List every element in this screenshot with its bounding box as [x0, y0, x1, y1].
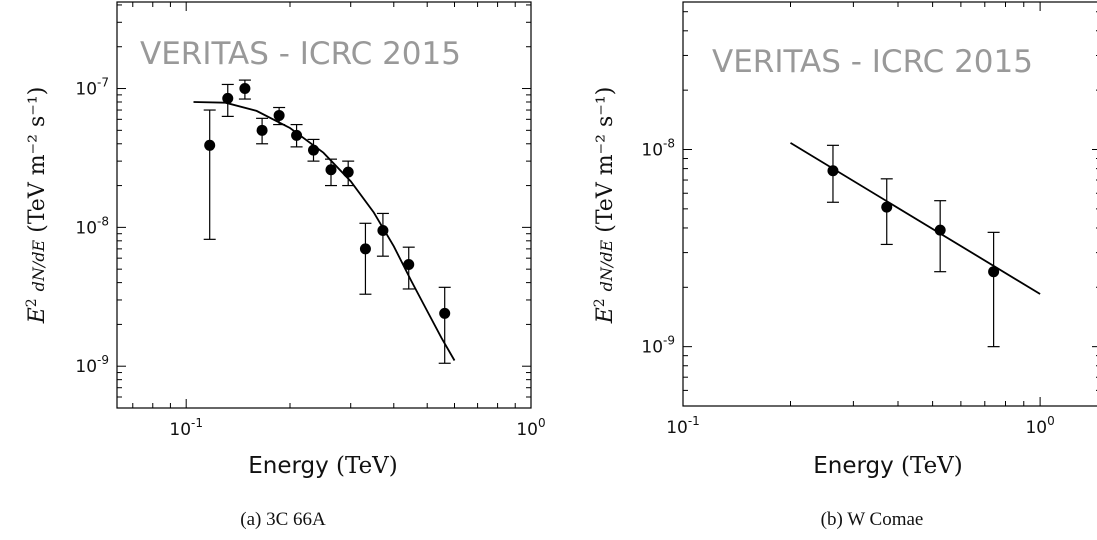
x-axis-label-text: Energy [813, 453, 894, 479]
caption-b: (b) W Comae [821, 509, 924, 530]
y-tick-label: 10-9 [75, 353, 109, 377]
y-axis-label-e: E [593, 307, 618, 324]
x-axis-label-text: Energy [248, 453, 329, 479]
y-axis-label-e: E [25, 307, 50, 324]
point-marker [403, 259, 415, 271]
point-marker [827, 165, 839, 177]
y-axis-label-unit: (TeV m⁻² s⁻¹) [593, 87, 618, 233]
watermark-text: VERITAS - ICRC 2015 [140, 36, 461, 72]
caption-a: (a) 3C 66A [240, 509, 326, 530]
point-marker [273, 109, 285, 121]
x-tick-label: 10-1 [169, 416, 203, 440]
point-marker [881, 201, 893, 213]
data-point [256, 117, 269, 145]
x-tick-label: 100 [1025, 414, 1054, 438]
data-point [880, 178, 893, 246]
point-marker [256, 124, 268, 136]
y-axis-label-unit: (TeV m⁻² s⁻¹) [25, 87, 50, 233]
panel-a: VERITAS - ICRC 2015 10-1 10010-910-810-7 … [24, 1, 546, 530]
x-axis-label-unit: (TeV) [901, 453, 963, 479]
y-tick-label: 10-8 [75, 214, 109, 238]
fit-curve [193, 101, 456, 361]
point-marker [204, 139, 216, 151]
x-tick-label: 10-1 [666, 414, 700, 438]
data-point [290, 123, 303, 148]
point-marker [222, 92, 234, 104]
data-point [376, 212, 389, 257]
point-marker [291, 129, 303, 141]
point-marker [325, 164, 337, 176]
watermark-text: VERITAS - ICRC 2015 [712, 44, 1033, 80]
point-marker [359, 243, 371, 255]
y-tick-label: 10-9 [641, 334, 675, 358]
data-point [359, 222, 372, 295]
point-marker [342, 166, 354, 178]
point-marker [239, 83, 251, 95]
data-point [402, 246, 415, 290]
data-point [203, 109, 216, 240]
point-marker [439, 307, 451, 319]
data-point [438, 286, 451, 364]
data-point [342, 160, 355, 187]
svg-text:E2 dN/dE (TeV: E2 dN/dE (TeV m⁻² s⁻¹) [592, 87, 618, 325]
point-marker [377, 224, 389, 236]
y-tick-label: 10-8 [641, 137, 675, 161]
data-point [934, 200, 947, 273]
plot-area-frame [116, 1, 532, 409]
y-axis-label: E2 dN/dE (TeV m⁻² s⁻¹) [24, 87, 50, 325]
y-axis-label-derivative: dN/dE [29, 239, 48, 291]
data-point [238, 79, 251, 100]
point-marker [988, 266, 1000, 278]
data-point [273, 106, 286, 126]
data-point [987, 231, 1000, 348]
svg-text:E2 dN/dE (TeV: E2 dN/dE (TeV m⁻² s⁻¹) [24, 87, 50, 325]
x-axis-label: Energy (TeV) [248, 453, 398, 479]
data-point [307, 138, 320, 162]
x-axis-label-unit: (TeV) [336, 453, 398, 479]
data-point [826, 144, 839, 203]
x-axis-label: Energy (TeV) [813, 453, 963, 479]
point-marker [307, 144, 319, 156]
data-point [324, 158, 337, 187]
panel-b: VERITAS - ICRC 2015 10-1 100 10-9 10-8 Ener… [592, 1, 1097, 530]
y-axis-label-derivative: dN/dE [597, 239, 616, 291]
point-marker [934, 224, 946, 236]
data-point [221, 83, 234, 117]
y-tick-label: 10-7 [75, 76, 109, 100]
fit-curve [790, 142, 1041, 295]
y-axis-label: E2 dN/dE (TeV m⁻² s⁻¹) [592, 87, 618, 325]
x-tick-label: 100 [516, 416, 545, 440]
